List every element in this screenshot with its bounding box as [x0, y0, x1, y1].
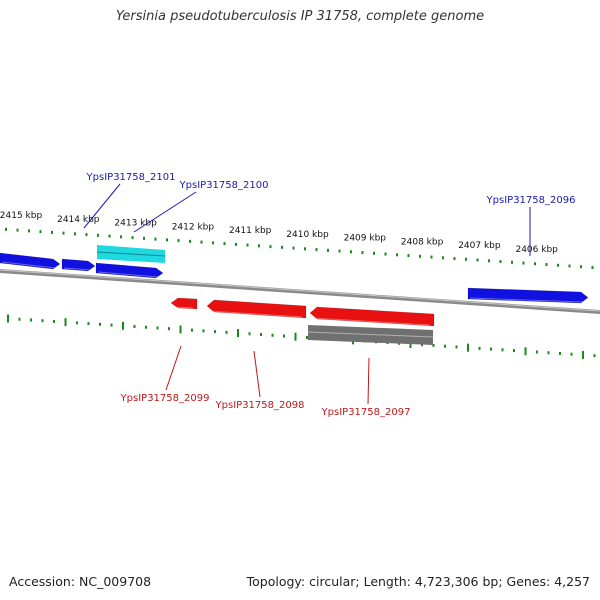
reverse-gene-label[interactable]: YpsIP31758_2099: [120, 393, 210, 404]
other-feature-line: [307, 331, 434, 338]
scale-label: 2408 kbp: [401, 237, 444, 247]
genome-backbone: [0, 269, 600, 314]
reverse-gene-arrow: [170, 297, 198, 310]
gene-leader-line: [133, 191, 197, 233]
reverse-gene-label[interactable]: YpsIP31758_2097: [321, 407, 411, 418]
scale-label: 2406 kbp: [515, 245, 558, 255]
forward-gene-label[interactable]: YpsIP31758_2096: [486, 195, 576, 206]
map-title: Yersinia pseudotuberculosis IP 31758, co…: [115, 9, 485, 24]
reverse-gene-arrow: [309, 306, 435, 327]
forward-gene-arrow-shade: [97, 271, 160, 278]
genome-summary-text: Topology: circular; Length: 4,723,306 bp…: [246, 574, 590, 589]
forward-gene-arrow: [467, 287, 589, 304]
forward-gene-arrow-shade: [469, 297, 585, 303]
scale-label: 2415 kbp: [0, 211, 42, 221]
forward-gene-arrow: [95, 262, 164, 279]
gene-leader-line: [83, 183, 121, 229]
forward-gene-arrow: [61, 258, 96, 272]
reverse-gene-arrow-shade: [208, 310, 303, 318]
reverse-gene-arrow: [206, 299, 307, 319]
gene-leader-line: [253, 350, 261, 398]
forward-gene-label[interactable]: YpsIP31758_2101: [86, 172, 176, 183]
forward-gene-arrow-shade: [1, 261, 57, 269]
highlight-feature-line: [96, 251, 166, 257]
reverse-gene-label[interactable]: YpsIP31758_2098: [215, 400, 305, 411]
gene-leader-line: [367, 357, 370, 405]
scale-label: 2410 kbp: [286, 230, 329, 240]
genome-backbone-highlight: [0, 269, 600, 312]
scale-label: 2409 kbp: [344, 234, 387, 244]
forward-gene-arrow-shade: [63, 267, 92, 271]
accession-text: Accession: NC_009708: [9, 574, 152, 589]
scale-label: 2413 kbp: [114, 219, 157, 229]
scale-label: 2407 kbp: [458, 241, 501, 251]
forward-gene-arrow: [0, 252, 61, 270]
reverse-gene-arrow-shade: [172, 306, 194, 309]
scale-label: 2414 kbp: [57, 215, 100, 225]
forward-gene-label[interactable]: YpsIP31758_2100: [179, 180, 269, 191]
scale-label: 2412 kbp: [172, 222, 215, 232]
reverse-gene-arrow-shade: [311, 317, 431, 326]
scale-label: 2411 kbp: [229, 226, 272, 236]
gene-leader-line: [165, 345, 182, 391]
